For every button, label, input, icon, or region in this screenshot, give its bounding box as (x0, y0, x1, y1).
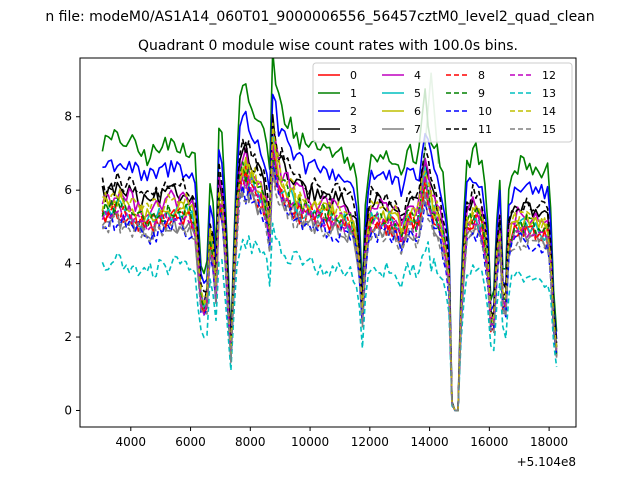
legend-box (312, 62, 573, 143)
legend-label-15: 15 (542, 123, 556, 136)
chart-title: Quadrant 0 module wise count rates with … (138, 38, 518, 54)
x-tick-label: 10000 (291, 435, 329, 449)
legend-label-2: 2 (350, 105, 357, 118)
legend-label-1: 1 (350, 87, 357, 100)
series-line-15 (101, 169, 558, 412)
x-axis: 4000 6000 8000 10000 12000 14000 16000 18000 (116, 427, 568, 449)
x-offset-label: +5.104e8 (517, 455, 576, 469)
plot-frame (79, 57, 577, 428)
legend-label-5: 5 (414, 87, 421, 100)
series-line-10 (102, 162, 558, 412)
x-tick-label: 12000 (351, 435, 389, 449)
y-axis: 0 2 4 6 8 (64, 110, 80, 417)
legend-label-12: 12 (542, 69, 556, 82)
legend-label-0: 0 (350, 69, 357, 82)
x-tick-label: 4000 (116, 435, 147, 449)
y-tick-label: 2 (64, 330, 72, 344)
legend-label-7: 7 (414, 123, 421, 136)
figure-suptitle: n file: modeM0/AS1A14_060T01_9000006556_… (45, 9, 594, 25)
series-line-14 (101, 122, 558, 412)
y-tick-label: 6 (64, 183, 72, 197)
legend-label-14: 14 (542, 105, 556, 118)
series-line-12 (101, 143, 558, 412)
legend-label-6: 6 (414, 105, 421, 118)
x-tick-label: 18000 (530, 435, 568, 449)
x-tick-label: 14000 (410, 435, 448, 449)
series-line-2 (102, 93, 558, 412)
x-tick-label: 16000 (470, 435, 508, 449)
series-line-13 (101, 222, 558, 412)
series-line-11 (101, 119, 558, 412)
series-line-1 (101, 58, 558, 412)
legend-label-9: 9 (478, 87, 485, 100)
legend-label-13: 13 (542, 87, 556, 100)
legend-label-11: 11 (478, 123, 492, 136)
x-tick-label: 8000 (235, 435, 266, 449)
series-line-8 (101, 149, 558, 412)
y-tick-label: 0 (64, 403, 72, 417)
x-tick-label: 6000 (175, 435, 206, 449)
legend-label-10: 10 (478, 105, 492, 118)
plot-series (101, 58, 558, 412)
y-tick-label: 8 (64, 110, 72, 124)
legend-label-3: 3 (350, 123, 357, 136)
legend-label-4: 4 (414, 69, 421, 82)
y-tick-label: 4 (64, 257, 72, 271)
legend-label-8: 8 (478, 69, 485, 82)
